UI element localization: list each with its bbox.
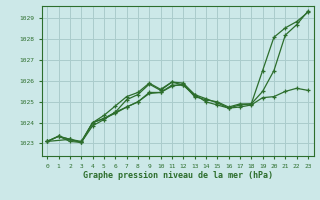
- X-axis label: Graphe pression niveau de la mer (hPa): Graphe pression niveau de la mer (hPa): [83, 171, 273, 180]
